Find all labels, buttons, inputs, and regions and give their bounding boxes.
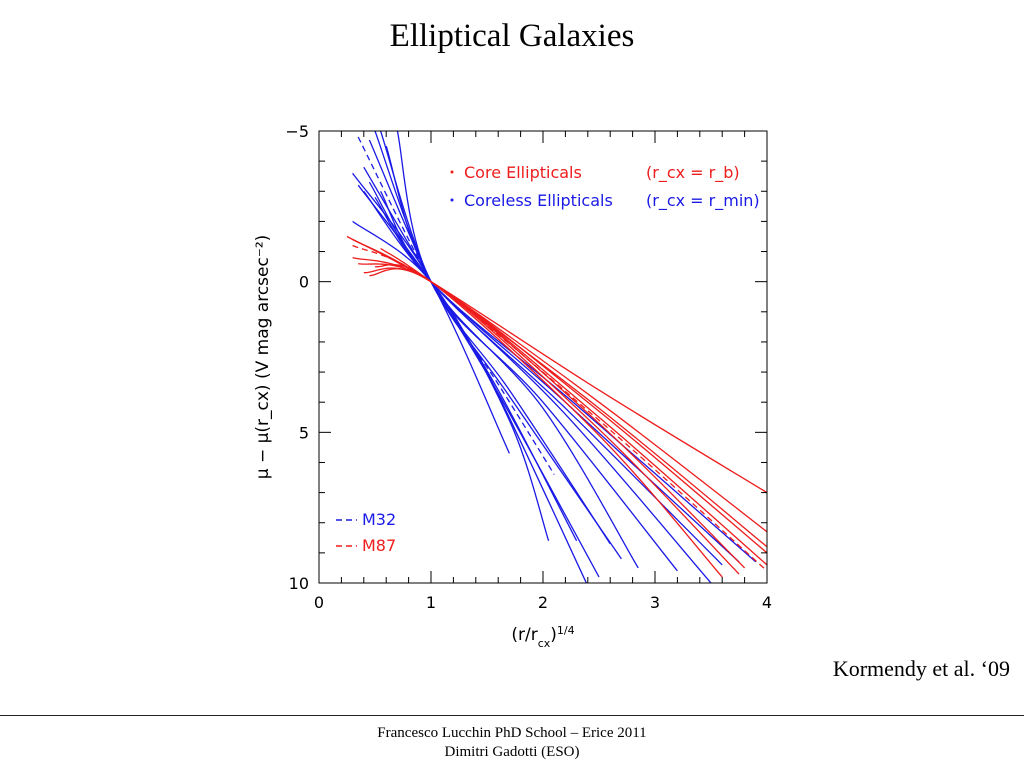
coreless-elliptical-profile-9 xyxy=(363,190,712,583)
footer-line-1: Francesco Lucchin PhD School – Erice 201… xyxy=(377,725,647,741)
legend-marker xyxy=(450,170,454,174)
chart: 0 1 2 3 4 −5 0 5 10 Core Ellipticals (r_cx = r_b)… xyxy=(253,122,772,650)
slide-title: Elliptical Galaxies xyxy=(389,18,635,54)
x-label-paren: ) xyxy=(550,625,557,645)
coreless-elliptical-profile-8 xyxy=(396,131,678,572)
coreless-elliptical-profile-2 xyxy=(357,184,578,542)
core-elliptical-profile-17 xyxy=(358,262,767,566)
x-axis-label: (r/rcx)1/4 xyxy=(511,624,574,650)
y-tick-label: 10 xyxy=(289,574,309,593)
coreless-elliptical-profile-10 xyxy=(368,181,723,566)
y-tick-label: −5 xyxy=(285,122,309,141)
legend-dashed-label: M87 xyxy=(362,536,396,555)
core-elliptical-profile-20 xyxy=(374,263,723,578)
x-label-sup: 1/4 xyxy=(557,624,575,637)
coreless-elliptical-profile-5 xyxy=(374,131,622,560)
citation: Kormendy et al. ‘09 xyxy=(832,656,1010,681)
coreless-elliptical-profile-3 xyxy=(363,166,600,578)
core-elliptical-profile-21 xyxy=(380,247,767,548)
x-label-sub: cx xyxy=(538,637,551,650)
x-tick-label: 3 xyxy=(650,593,660,612)
y-tick-label: 0 xyxy=(299,273,309,292)
y-axis-label: μ − μ(r_cx) (V mag arcsec⁻²) xyxy=(253,235,273,480)
legend: Core Ellipticals (r_cx = r_b) Coreless Ell… xyxy=(450,163,760,211)
core-elliptical-profile-15 xyxy=(352,238,767,533)
coreless-elliptical-profile-6 xyxy=(379,131,611,545)
curves-group xyxy=(346,131,767,583)
coreless-elliptical-profile-11 xyxy=(374,196,740,563)
coreless-elliptical-profile-0 xyxy=(352,172,510,454)
core-elliptical-profile-19 xyxy=(369,268,740,575)
coreless-elliptical-profile-12 xyxy=(380,190,757,563)
legend-marker xyxy=(450,198,454,202)
ticks-group: 0 1 2 3 4 −5 0 5 10 xyxy=(285,122,772,612)
core-elliptical-profile-14 xyxy=(346,235,767,494)
x-tick-label: 2 xyxy=(538,593,548,612)
x-tick-label: 4 xyxy=(762,593,772,612)
core-elliptical-profile-22 xyxy=(352,244,767,572)
x-tick-label: 0 xyxy=(314,593,324,612)
y-tick-label: 5 xyxy=(299,423,309,442)
legend-label: Core Ellipticals xyxy=(464,163,582,182)
legend-label: Coreless Ellipticals xyxy=(464,191,613,210)
legend-note: (r_cx = r_b) xyxy=(646,163,740,183)
core-elliptical-profile-18 xyxy=(363,267,746,569)
footer-line-2: Dimitri Gadotti (ESO) xyxy=(444,744,580,760)
x-tick-label: 1 xyxy=(426,593,436,612)
legend-dashed-label: M32 xyxy=(362,510,396,529)
legend-note: (r_cx = r_min) xyxy=(646,191,760,211)
footer: Francesco Lucchin PhD School – Erice 201… xyxy=(0,724,1024,762)
footer-divider xyxy=(0,715,1024,716)
